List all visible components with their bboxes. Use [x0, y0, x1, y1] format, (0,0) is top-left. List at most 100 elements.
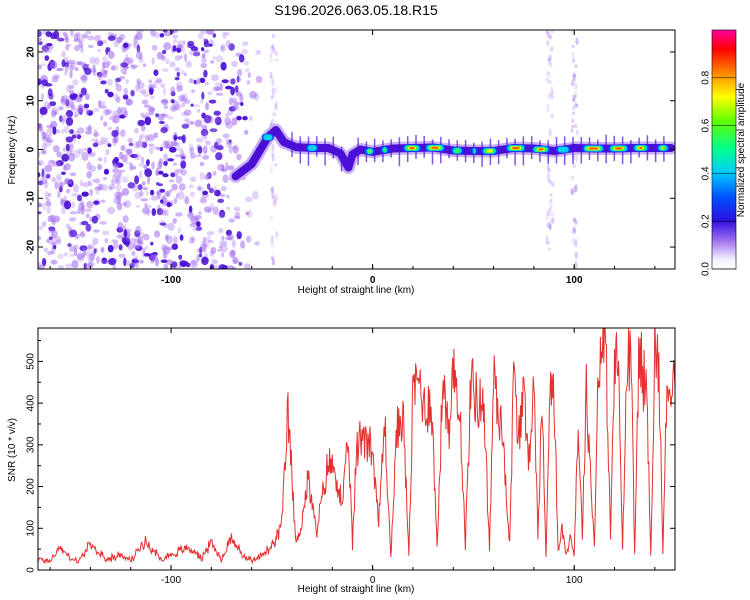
noise-blob — [219, 209, 226, 218]
noise-streak — [547, 32, 551, 40]
noise-streak — [574, 260, 578, 269]
noise-blob — [103, 168, 110, 175]
noise-blob — [161, 67, 169, 73]
noise-streak — [546, 30, 550, 38]
noise-blob — [56, 68, 64, 72]
noise-blob — [163, 105, 168, 109]
noise-streak — [548, 129, 552, 137]
noise-blob — [85, 130, 93, 135]
noise-blob — [234, 211, 241, 220]
noise-blob — [249, 91, 257, 99]
noise-blob — [118, 33, 126, 40]
noise-blob — [204, 174, 210, 181]
noise-blob — [49, 60, 58, 70]
noise-blob — [101, 72, 108, 78]
noise-blob — [123, 229, 128, 238]
noise-blob — [43, 48, 50, 54]
noise-blob — [54, 181, 59, 190]
noise-blob — [99, 221, 107, 225]
noise-blob — [124, 161, 130, 165]
noise-blob — [50, 259, 58, 265]
noise-blob — [227, 165, 235, 171]
noise-blob — [148, 106, 156, 112]
noise-blob — [69, 211, 78, 215]
noise-blob — [136, 78, 141, 85]
noise-streak — [550, 114, 554, 119]
noise-blob — [165, 234, 169, 242]
noise-blob — [111, 118, 117, 123]
noise-streak — [571, 124, 575, 128]
noise-blob — [137, 184, 143, 191]
noise-blob — [38, 37, 43, 41]
noise-blob — [148, 143, 155, 147]
noise-blob — [141, 141, 148, 149]
noise-blob — [51, 230, 58, 238]
noise-blob — [128, 142, 134, 147]
noise-blob — [92, 107, 100, 112]
noise-blob — [161, 197, 168, 206]
noise-blob — [41, 93, 44, 101]
noise-blob — [245, 68, 250, 72]
noise-streak — [270, 45, 274, 50]
noise-blob — [169, 61, 176, 68]
noise-blob — [208, 99, 217, 104]
noise-streak — [572, 94, 576, 102]
noise-streak — [551, 182, 555, 187]
noise-blob — [198, 253, 203, 258]
noise-blob — [228, 145, 233, 154]
noise-blob — [213, 264, 220, 269]
noise-blob — [116, 36, 123, 44]
noise-blob — [199, 197, 207, 204]
noise-blob — [69, 129, 75, 135]
noise-blob — [211, 259, 218, 265]
noise-blob — [215, 86, 222, 91]
noise-blob — [74, 96, 83, 103]
noise-blob — [162, 140, 169, 149]
noise-streak — [549, 204, 553, 212]
noise-blob — [97, 40, 104, 47]
noise-blob — [203, 43, 211, 48]
noise-blob — [214, 82, 222, 87]
noise-blob — [199, 99, 204, 104]
noise-blob — [162, 49, 167, 55]
noise-blob — [225, 138, 229, 143]
noise-blob — [180, 70, 185, 75]
noise-blob — [118, 253, 126, 258]
noise-blob — [188, 237, 195, 244]
noise-blob — [40, 128, 45, 135]
peak-segment — [409, 147, 415, 150]
noise-streak — [547, 247, 552, 251]
noise-blob — [200, 62, 207, 69]
noise-blob — [178, 254, 183, 260]
peak-segment — [486, 149, 493, 153]
peak-segment — [431, 146, 439, 149]
noise-blob — [189, 191, 195, 198]
x-tick-label: -100 — [161, 275, 181, 286]
noise-blob — [168, 179, 175, 183]
noise-streak — [571, 30, 575, 35]
noise-blob — [48, 45, 52, 54]
noise-blob — [207, 91, 213, 96]
noise-blob — [129, 162, 134, 171]
noise-blob — [144, 202, 148, 208]
noise-blob — [57, 37, 65, 42]
noise-blob — [134, 127, 139, 134]
noise-blob — [188, 144, 194, 151]
noise-blob — [130, 64, 139, 69]
noise-blob — [129, 58, 134, 67]
noise-streak — [571, 79, 575, 87]
noise-blob — [200, 30, 208, 35]
noise-blob — [176, 44, 184, 49]
noise-blob — [157, 170, 164, 175]
noise-blob — [126, 231, 131, 238]
noise-streak — [549, 193, 553, 197]
noise-blob — [254, 241, 260, 246]
noise-blob — [245, 196, 253, 203]
noise-blob — [226, 265, 235, 269]
noise-blob — [121, 176, 129, 183]
noise-blob — [245, 211, 250, 216]
noise-streak — [574, 82, 578, 91]
snr-y-label: SNR (10 * v/v) — [7, 418, 18, 482]
noise-blob — [213, 110, 221, 116]
noise-blob — [90, 138, 97, 142]
